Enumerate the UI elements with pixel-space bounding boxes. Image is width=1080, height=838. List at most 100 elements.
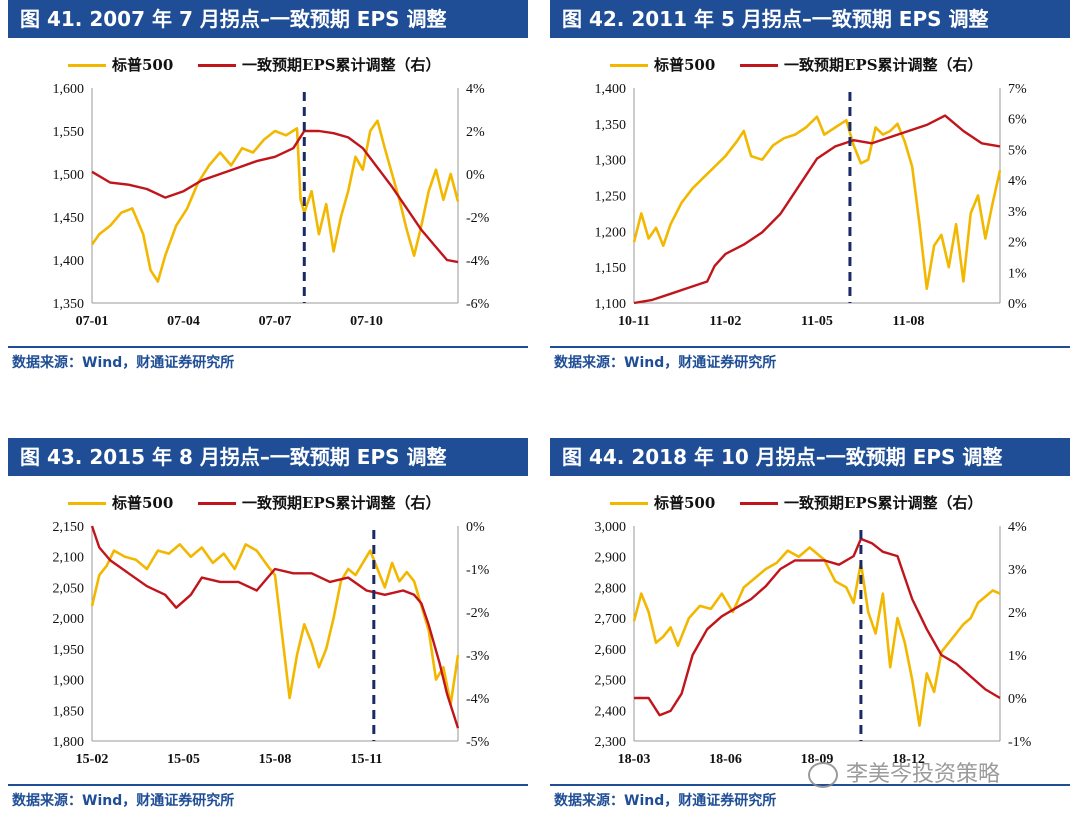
y-left-tick-label: 1,150	[595, 261, 627, 276]
y-right-tick-label: -2%	[466, 606, 490, 621]
chart-legend: 标普500 一致预期EPS累计调整（右）	[550, 52, 1070, 78]
x-tick-label: 15-02	[76, 752, 109, 767]
legend-line-eps	[740, 64, 778, 67]
y-left-tick-label: 1,250	[595, 190, 627, 205]
y-left-tick-label: 2,900	[595, 551, 627, 566]
y-left-tick-label: 2,300	[595, 735, 627, 750]
y-left-tick-label: 2,100	[53, 551, 85, 566]
x-tick-label: 07-01	[76, 314, 109, 329]
y-right-tick-label: 1%	[1008, 266, 1027, 281]
watermark-text: 李美岑投资策略	[846, 762, 1001, 787]
data-source-note: 数据来源：Wind，财通证券研究所	[554, 793, 777, 809]
y-left-tick-label: 1,500	[53, 168, 85, 183]
legend-line-eps	[740, 502, 778, 505]
y-left-tick-label: 2,150	[53, 520, 85, 535]
y-right-tick-label: -4%	[466, 254, 490, 269]
x-tick-label: 10-11	[618, 314, 650, 329]
line-chart: 1,100 1,150 1,200 1,250 1,300 1,350 1,400 0% 1% 2…	[595, 82, 1028, 329]
y-right-tick-label: 2%	[1008, 606, 1027, 621]
y-right-tick-label: 0%	[466, 520, 485, 535]
y-left-tick-label: 1,300	[595, 154, 627, 169]
x-tick-label: 15-05	[167, 752, 200, 767]
series-line-eps-revision	[91, 129, 459, 264]
legend-line-eps	[198, 64, 236, 67]
legend-line-sp500	[68, 502, 106, 505]
legend-line-sp500	[610, 502, 648, 505]
y-right-tick-label: 4%	[1008, 174, 1027, 189]
y-left-tick-label: 2,050	[53, 581, 85, 596]
line-chart: 1,350 1,400 1,450 1,500 1,550 1,600 -6% -4% -2% 0…	[53, 82, 490, 329]
y-left-tick-label: 1,100	[595, 297, 627, 312]
chart-legend: 标普500 一致预期EPS累计调整（右）	[550, 490, 1070, 516]
y-left-tick-label: 2,800	[595, 581, 627, 596]
y-left-tick-label: 1,400	[595, 82, 627, 97]
y-left-tick-label: 2,700	[595, 612, 627, 627]
legend-label-eps: 一致预期EPS累计调整（右）	[242, 56, 441, 74]
y-left-tick-label: 2,500	[595, 674, 627, 689]
y-left-tick-label: 1,350	[595, 118, 627, 133]
y-right-tick-label: 4%	[466, 82, 485, 97]
x-tick-label: 15-11	[351, 752, 383, 767]
x-tick-label: 11-02	[710, 314, 742, 329]
y-right-tick-label: 2%	[466, 125, 485, 140]
y-left-tick-label: 2,000	[53, 612, 85, 627]
wechat-icon	[808, 762, 838, 788]
x-tick-label: 11-08	[893, 314, 925, 329]
y-left-tick-label: 1,200	[595, 225, 627, 240]
y-left-tick-label: 1,350	[53, 297, 85, 312]
legend-label-sp500: 标普500	[112, 494, 174, 512]
y-right-tick-label: 3%	[1008, 205, 1027, 220]
chart-panel-42: 图 42. 2011 年 5 月拐点–一致预期 EPS 调整 标普500 一致预…	[550, 0, 1070, 400]
y-left-tick-label: 1,850	[53, 704, 85, 719]
y-right-tick-label: 4%	[1008, 520, 1027, 535]
x-tick-label: 07-04	[167, 314, 200, 329]
x-tick-label: 07-10	[350, 314, 383, 329]
y-left-tick-label: 2,600	[595, 643, 627, 658]
legend-label-sp500: 标普500	[654, 494, 716, 512]
y-right-tick-label: 7%	[1008, 82, 1027, 97]
bottom-rule	[550, 346, 1070, 348]
y-right-tick-label: 0%	[1008, 297, 1027, 312]
chart-title: 图 44. 2018 年 10 月拐点–一致预期 EPS 调整	[550, 438, 1070, 476]
chart-title: 图 42. 2011 年 5 月拐点–一致预期 EPS 调整	[550, 0, 1070, 38]
series-line-sp500	[90, 119, 460, 283]
line-chart: 2,300 2,400 2,500 2,600 2,700 2,800 2,900 3,000…	[595, 520, 1032, 767]
series-line-sp500	[90, 543, 460, 706]
x-tick-label: 18-06	[709, 752, 742, 767]
bottom-rule	[8, 784, 528, 786]
series-line-eps-revision	[633, 114, 1001, 305]
legend-label-eps: 一致预期EPS累计调整（右）	[242, 494, 441, 512]
legend-label-eps: 一致预期EPS累计调整（右）	[784, 494, 983, 512]
y-right-tick-label: 2%	[1008, 236, 1027, 251]
bottom-rule	[550, 784, 1070, 786]
y-right-tick-label: -1%	[1008, 735, 1032, 750]
series-line-sp500	[632, 546, 1001, 727]
line-chart: 1,800 1,850 1,900 1,950 2,000 2,050 2,100 2,150…	[53, 520, 490, 767]
chart-title: 图 43. 2015 年 8 月拐点–一致预期 EPS 调整	[8, 438, 528, 476]
data-source-note: 数据来源：Wind，财通证券研究所	[554, 355, 777, 371]
bottom-rule	[8, 346, 528, 348]
series-line-sp500	[632, 115, 1002, 290]
legend-line-sp500	[610, 64, 648, 67]
y-left-tick-label: 1,800	[53, 735, 85, 750]
y-left-tick-label: 1,450	[53, 211, 85, 226]
legend-line-sp500	[68, 64, 106, 67]
series-line-eps-revision	[634, 537, 1001, 717]
y-right-tick-label: 1%	[1008, 649, 1027, 664]
x-tick-label: 18-12	[892, 752, 925, 767]
chart-panel-44: 图 44. 2018 年 10 月拐点–一致预期 EPS 调整 标普500 一致…	[550, 438, 1070, 838]
x-tick-label: 15-08	[259, 752, 292, 767]
chart-legend: 标普500 一致预期EPS累计调整（右）	[8, 490, 528, 516]
y-right-tick-label: -6%	[466, 297, 490, 312]
legend-label-sp500: 标普500	[112, 56, 174, 74]
y-right-tick-label: 0%	[466, 168, 485, 183]
legend-line-eps	[198, 502, 236, 505]
y-right-tick-label: 3%	[1008, 563, 1027, 578]
y-left-tick-label: 1,600	[53, 82, 85, 97]
x-tick-label: 18-03	[618, 752, 651, 767]
y-left-tick-label: 1,950	[53, 643, 85, 658]
y-left-tick-label: 3,000	[595, 520, 627, 535]
chart-title: 图 41. 2007 年 7 月拐点–一致预期 EPS 调整	[8, 0, 528, 38]
y-right-tick-label: -5%	[466, 735, 490, 750]
y-left-tick-label: 1,900	[53, 674, 85, 689]
